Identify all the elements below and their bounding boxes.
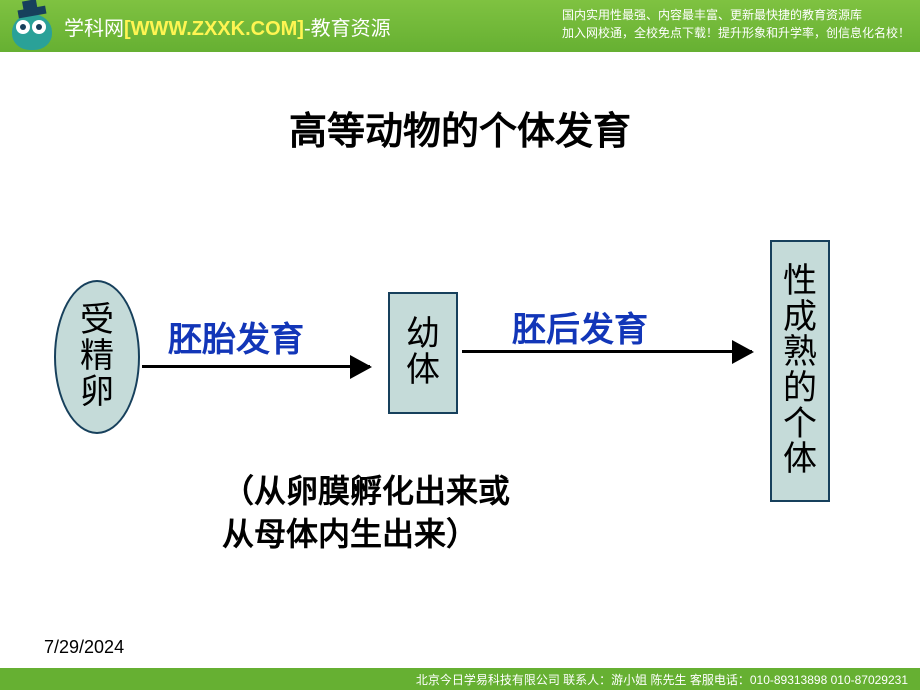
site-footer: 北京今日学易科技有限公司 联系人：游小姐 陈先生 客服电话：010-893138…: [0, 668, 920, 690]
edge-label-embryo: 胚胎发育: [168, 312, 304, 361]
note-line-2: 从母体内生出来）: [222, 513, 510, 556]
owl-logo-icon: [8, 2, 56, 50]
tagline-line-2: 加入网校通，全校免点下载！提升形象和升学率，创信息化名校！: [562, 24, 910, 42]
header-tagline: 国内实用性最强、内容最丰富、更新最快捷的教育资源库 加入网校通，全校免点下载！提…: [562, 6, 910, 42]
site-url: [WWW.ZXXK.COM]: [124, 18, 304, 40]
node-larva: 幼体: [388, 292, 458, 414]
node-mature-individual: 性成熟的个体: [770, 240, 830, 502]
footer-text: 北京今日学易科技有限公司 联系人：游小姐 陈先生 客服电话：010-893138…: [416, 671, 908, 688]
tagline-line-1: 国内实用性最强、内容最丰富、更新最快捷的教育资源库: [562, 6, 910, 24]
edge-label-post-embryo: 胚后发育: [512, 302, 648, 351]
site-suffix: -教育资源: [304, 18, 391, 40]
note-text: （从卵膜孵化出来或 从母体内生出来）: [222, 470, 510, 556]
arrow-embryo-development: [142, 365, 370, 368]
site-name: 学科网: [64, 18, 124, 40]
note-line-1: （从卵膜孵化出来或: [222, 470, 510, 513]
site-name-label: 学科网[WWW.ZXXK.COM]-教育资源: [64, 12, 391, 41]
node-fertilized-egg: 受精卵: [54, 280, 140, 434]
site-header: 学科网[WWW.ZXXK.COM]-教育资源 国内实用性最强、内容最丰富、更新最…: [0, 0, 920, 52]
slide-date: 7/29/2024: [44, 637, 124, 658]
page-title: 高等动物的个体发育: [0, 100, 920, 155]
